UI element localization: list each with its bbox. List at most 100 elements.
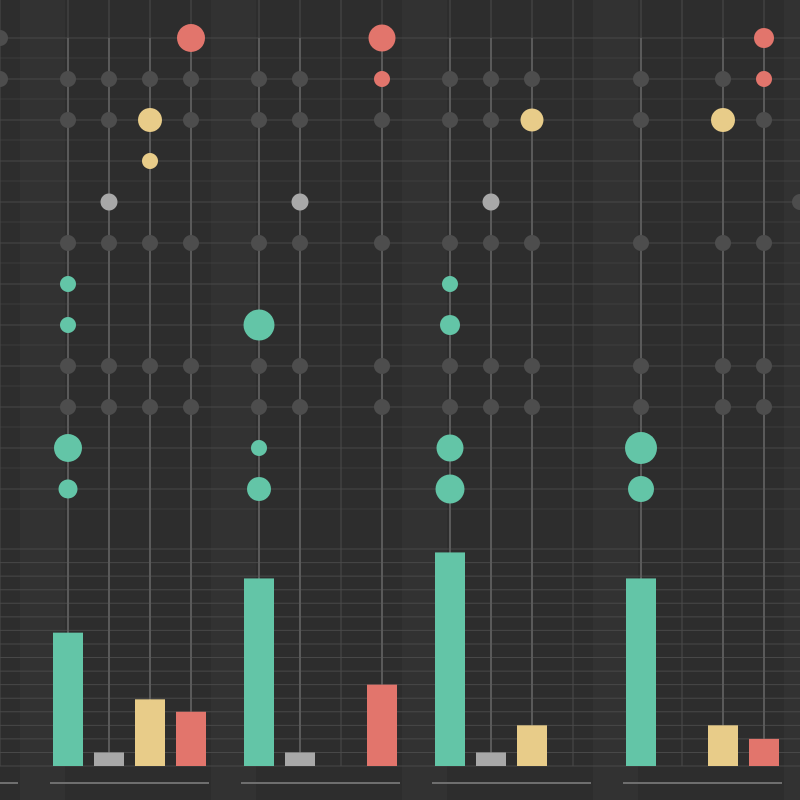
placeholder-dot — [756, 235, 772, 251]
placeholder-dot — [183, 235, 199, 251]
placeholder-dot — [251, 235, 267, 251]
value-dot — [482, 193, 500, 211]
value-dot — [754, 28, 774, 48]
value-dot — [436, 434, 464, 462]
placeholder-dot — [60, 399, 76, 415]
placeholder-dot — [633, 358, 649, 374]
placeholder-dot — [374, 235, 390, 251]
placeholder-dot — [633, 399, 649, 415]
bar — [517, 725, 547, 766]
value-dot — [247, 477, 271, 501]
placeholder-dot — [142, 71, 158, 87]
placeholder-dot — [101, 358, 117, 374]
value-dot — [711, 108, 735, 132]
placeholder-dot — [101, 112, 117, 128]
value-dot — [142, 153, 158, 169]
value-dot — [58, 479, 78, 499]
placeholder-dot — [251, 112, 267, 128]
placeholder-dot — [483, 399, 499, 415]
placeholder-dot — [792, 194, 800, 210]
bar — [135, 699, 165, 766]
placeholder-dot — [183, 358, 199, 374]
bar — [749, 738, 779, 766]
value-dot — [251, 440, 267, 456]
placeholder-dot — [374, 358, 390, 374]
placeholder-dot — [483, 71, 499, 87]
value-dot — [243, 309, 275, 341]
placeholder-dot — [374, 112, 390, 128]
placeholder-dot — [442, 112, 458, 128]
placeholder-dot — [101, 399, 117, 415]
placeholder-dot — [524, 71, 540, 87]
placeholder-dot — [292, 112, 308, 128]
placeholder-dot — [633, 112, 649, 128]
bar — [708, 725, 738, 766]
value-dot — [520, 108, 544, 132]
placeholder-dot — [715, 399, 731, 415]
placeholder-dot — [101, 235, 117, 251]
bar — [53, 632, 83, 766]
placeholder-dot — [101, 71, 117, 87]
placeholder-dot — [60, 235, 76, 251]
placeholder-dot — [756, 112, 772, 128]
placeholder-dot — [0, 30, 8, 46]
placeholder-dot — [183, 71, 199, 87]
placeholder-dot — [524, 235, 540, 251]
bar — [176, 711, 206, 766]
placeholder-dot — [756, 358, 772, 374]
value-dot — [60, 276, 76, 292]
placeholder-dot — [0, 71, 8, 87]
placeholder-dot — [483, 112, 499, 128]
value-dot — [60, 317, 76, 333]
bar — [626, 578, 656, 766]
placeholder-dot — [442, 235, 458, 251]
value-dot — [442, 276, 458, 292]
value-dot — [374, 71, 390, 87]
placeholder-dot — [292, 71, 308, 87]
value-dot — [368, 24, 396, 52]
placeholder-dot — [60, 112, 76, 128]
value-dot — [756, 71, 772, 87]
placeholder-dot — [292, 358, 308, 374]
bar — [367, 684, 397, 766]
placeholder-dot — [374, 399, 390, 415]
placeholder-dot — [715, 71, 731, 87]
value-dot — [628, 476, 654, 502]
placeholder-dot — [715, 235, 731, 251]
bar — [476, 752, 506, 766]
placeholder-dot — [442, 358, 458, 374]
grid — [0, 0, 800, 767]
placeholder-dot — [442, 71, 458, 87]
placeholder-dot — [60, 358, 76, 374]
placeholder-dot — [183, 399, 199, 415]
dot-matrix — [0, 24, 800, 504]
placeholder-dot — [756, 399, 772, 415]
placeholder-dot — [483, 358, 499, 374]
value-dot — [435, 474, 465, 504]
placeholder-dot — [524, 358, 540, 374]
value-dot — [440, 315, 460, 335]
value-dot — [138, 108, 162, 132]
placeholder-dot — [60, 71, 76, 87]
placeholder-dot — [524, 399, 540, 415]
bars — [53, 552, 779, 766]
placeholder-dot — [251, 71, 267, 87]
placeholder-dot — [251, 358, 267, 374]
bar — [94, 752, 124, 766]
placeholder-dot — [633, 235, 649, 251]
placeholder-dot — [483, 235, 499, 251]
value-dot — [100, 193, 118, 211]
placeholder-dot — [715, 358, 731, 374]
bar — [244, 578, 274, 766]
value-dot — [625, 432, 657, 464]
placeholder-dot — [183, 112, 199, 128]
placeholder-dot — [292, 399, 308, 415]
placeholder-dot — [142, 399, 158, 415]
placeholder-dot — [442, 399, 458, 415]
value-dot — [177, 24, 205, 52]
bar — [285, 752, 315, 766]
value-dot — [54, 434, 82, 462]
placeholder-dot — [142, 235, 158, 251]
placeholder-dot — [292, 235, 308, 251]
